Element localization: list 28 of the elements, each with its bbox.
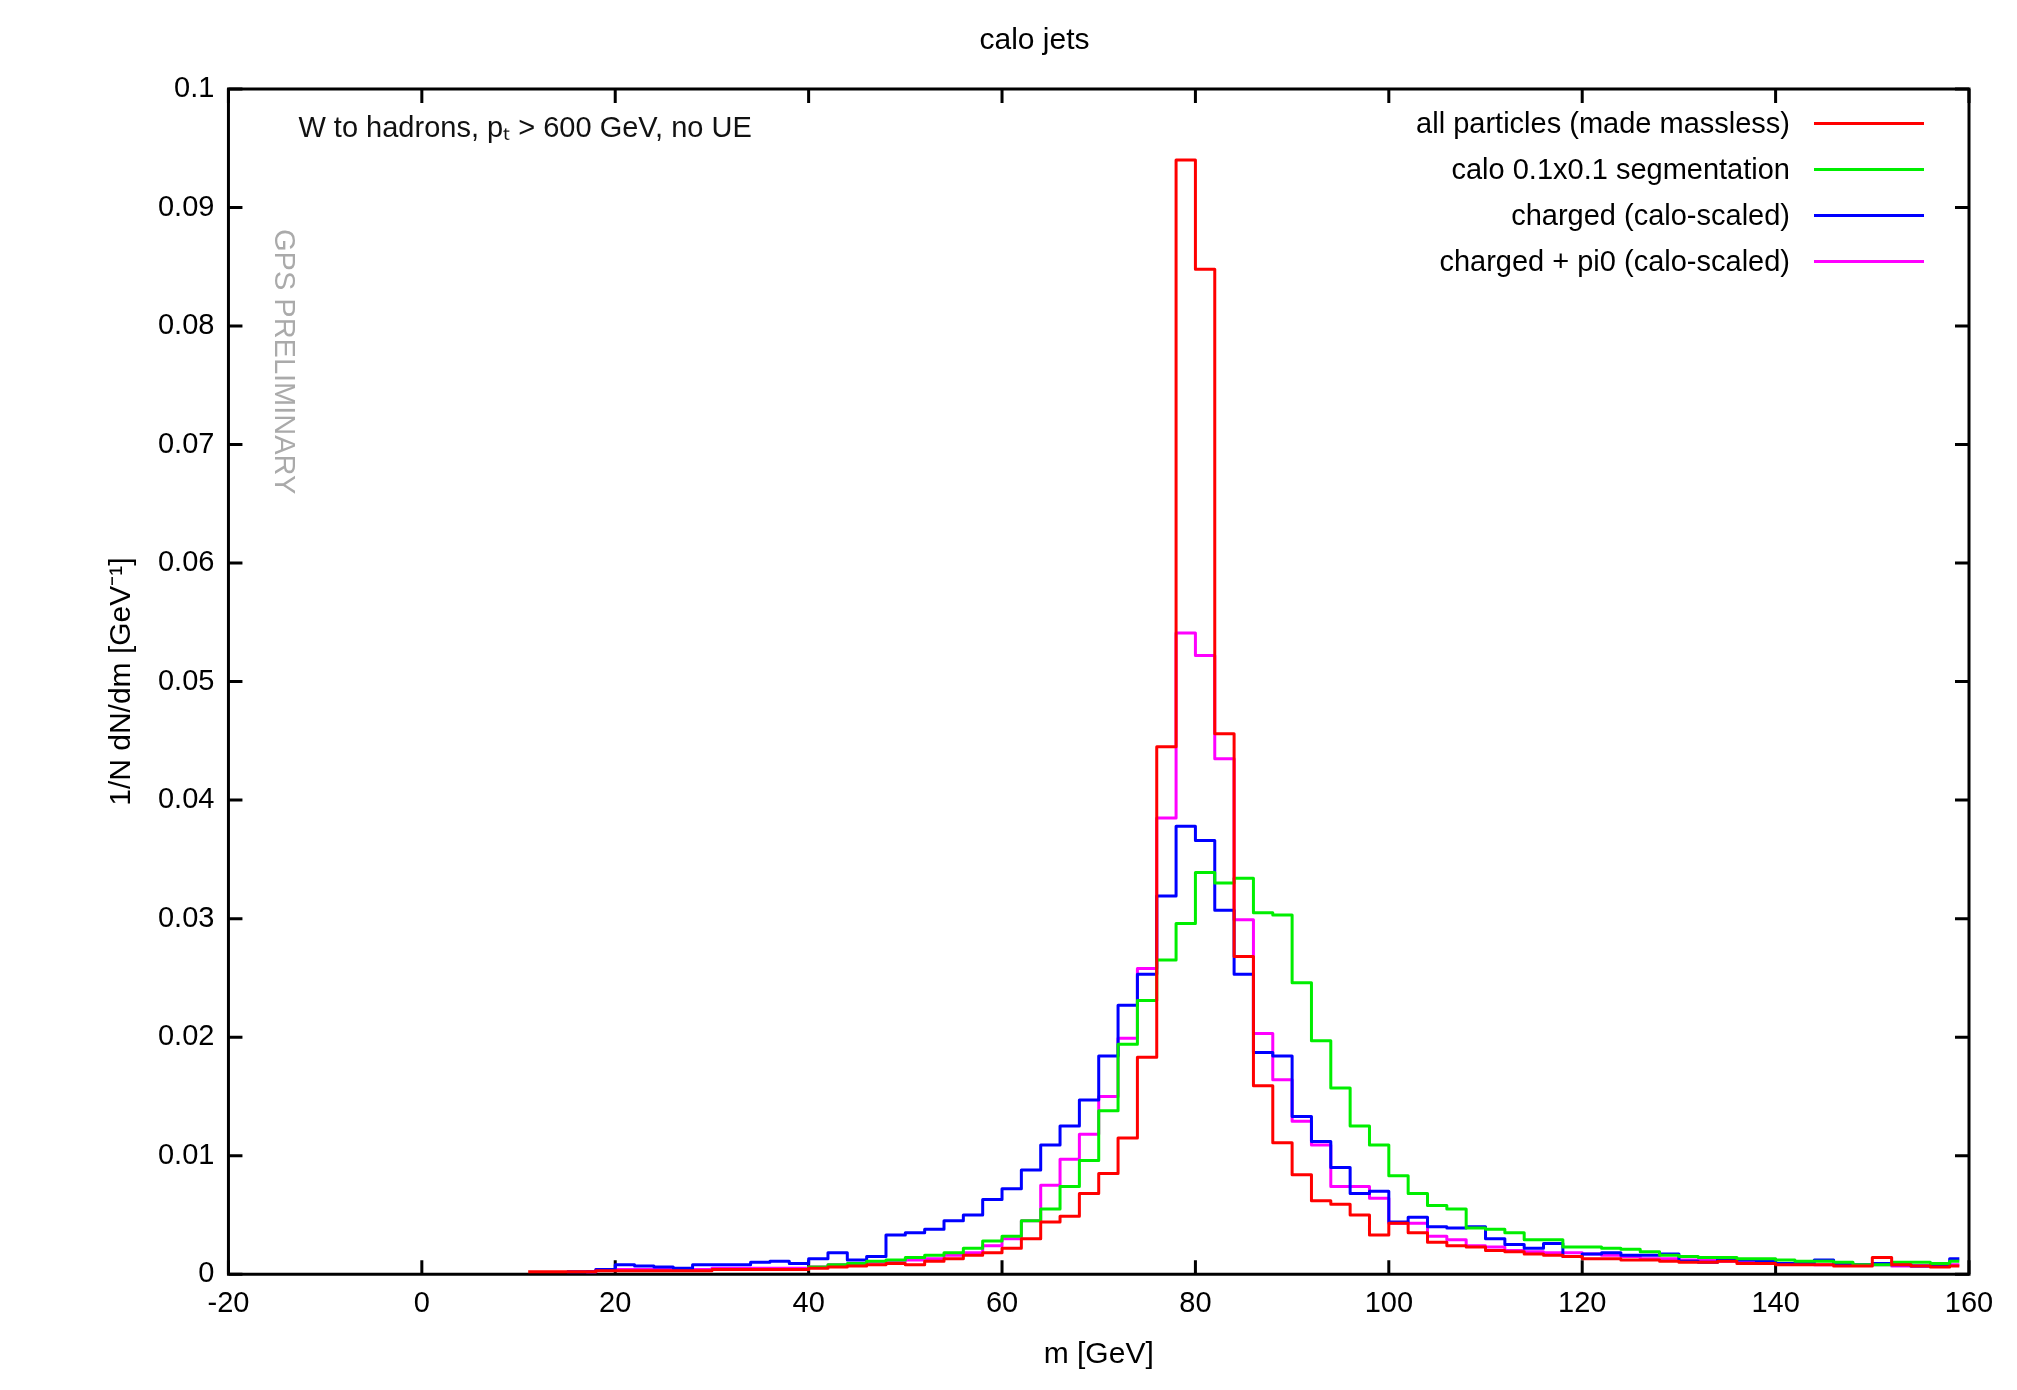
- x-axis-title: m [GeV]: [1043, 1336, 1154, 1370]
- annotation: GPS PRELIMINARY: [269, 229, 302, 495]
- x-tick-label: 20: [599, 1285, 632, 1318]
- chart-title: calo jets: [979, 22, 1090, 56]
- y-tick-label: 0.02: [157, 1019, 215, 1052]
- y-tick-label: 0.07: [157, 426, 215, 459]
- y-tick-label: 0.05: [157, 663, 215, 696]
- y-tick-label: 0.04: [157, 782, 215, 815]
- y-tick-label: 0.03: [157, 900, 215, 933]
- y-tick-label: 0.08: [157, 308, 215, 341]
- x-tick-label: 140: [1751, 1285, 1800, 1318]
- y-axis-title: 1/N dN/dm [GeV⁻¹]: [103, 557, 137, 806]
- y-tick-label: 0.01: [157, 1137, 215, 1170]
- legend-label: all particles (made massless): [1416, 107, 1790, 139]
- x-tick-label: 0: [413, 1285, 430, 1318]
- y-tick-label: 0.06: [157, 545, 215, 578]
- y-tick-label: 0.09: [157, 189, 215, 222]
- legend-label: charged (calo-scaled): [1511, 199, 1790, 231]
- legend-label: calo 0.1x0.1 segmentation: [1451, 153, 1790, 185]
- x-tick-label: 80: [1179, 1285, 1212, 1318]
- x-tick-label: 60: [985, 1285, 1019, 1318]
- x-tick-label: 40: [792, 1285, 825, 1318]
- x-tick-label: 160: [1944, 1285, 1994, 1318]
- x-tick-label: 100: [1364, 1285, 1414, 1318]
- annotation: W to hadrons, pₜ > 600 GeV, no UE: [298, 110, 752, 143]
- x-tick-label: 120: [1558, 1285, 1607, 1318]
- legend-label: charged + pi0 (calo-scaled): [1439, 245, 1790, 277]
- y-tick-label: 0.1: [174, 71, 215, 103]
